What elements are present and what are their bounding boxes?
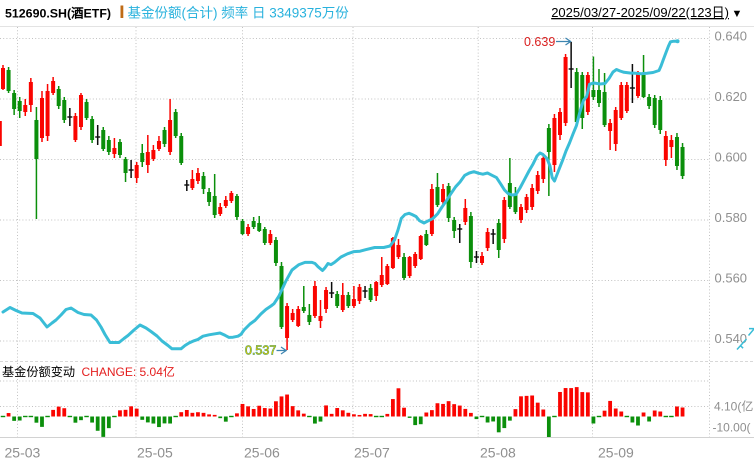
svg-text:0.537: 0.537 [245, 344, 276, 358]
svg-text:0.620: 0.620 [715, 89, 748, 104]
svg-text:25-06: 25-06 [244, 445, 280, 461]
svg-text:0.540: 0.540 [715, 331, 748, 346]
svg-text:0.600: 0.600 [715, 150, 748, 165]
svg-text:▼: ▼ [732, 8, 743, 20]
svg-text:0.560: 0.560 [715, 271, 748, 286]
svg-text:CHANGE: 5.04亿: CHANGE: 5.04亿 [82, 364, 175, 379]
svg-text:0.639: 0.639 [524, 35, 555, 49]
svg-text:基金份额变动: 基金份额变动 [2, 364, 75, 379]
svg-text:25-05: 25-05 [137, 445, 173, 461]
svg-text:25-09: 25-09 [598, 445, 634, 461]
svg-text:0.580: 0.580 [715, 210, 748, 225]
svg-text:25-08: 25-08 [480, 445, 516, 461]
svg-text:-10.00(: -10.00( [713, 421, 751, 435]
svg-text:4.10(亿: 4.10(亿 [714, 399, 753, 414]
svg-text:512690.SH(酒ETF): 512690.SH(酒ETF) [5, 7, 111, 21]
svg-text:2025/03/27-2025/09/22(123日): 2025/03/27-2025/09/22(123日) [551, 5, 729, 20]
svg-text:25-03: 25-03 [5, 445, 41, 461]
svg-text:25-07: 25-07 [354, 445, 390, 461]
svg-text:0.640: 0.640 [715, 29, 748, 44]
svg-text:基金份额(合计) 频率 日 3349375万份: 基金份额(合计) 频率 日 3349375万份 [128, 5, 350, 21]
